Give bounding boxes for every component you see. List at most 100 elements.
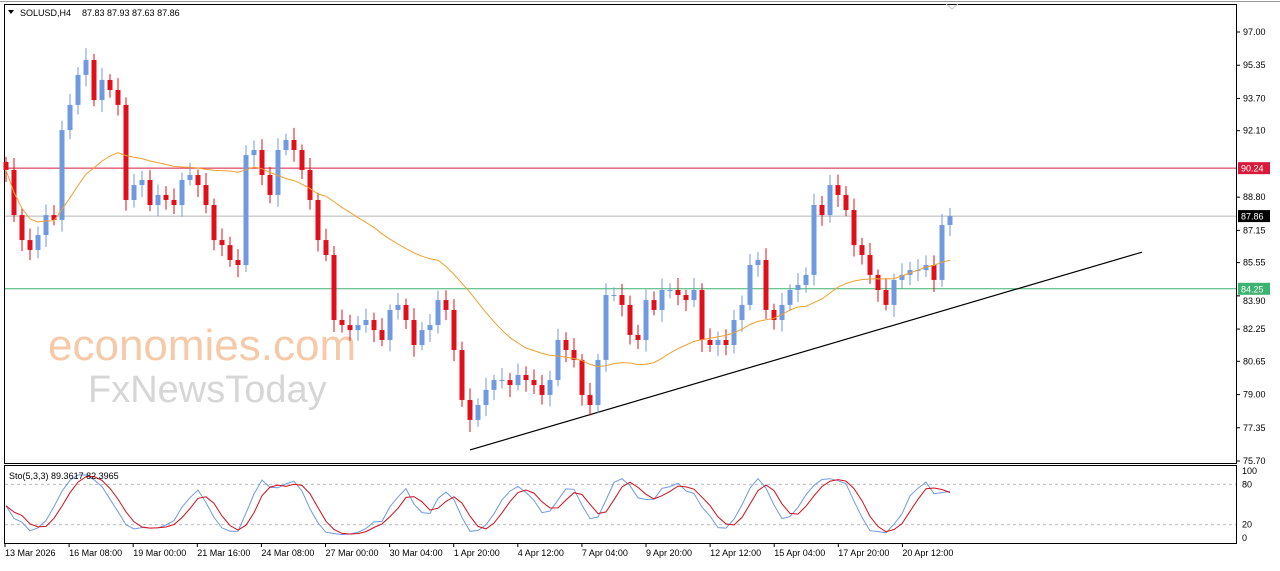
bull-candle: [283, 139, 289, 151]
bull-candle: [827, 185, 833, 216]
bull-candle: [155, 194, 161, 206]
bear-candle: [875, 274, 881, 291]
bear-candle: [819, 205, 825, 216]
main-panel-border: [4, 4, 1237, 464]
bull-candle: [923, 265, 929, 271]
price-tick-label: 93.70: [1243, 93, 1266, 103]
bear-candle: [459, 350, 465, 400]
bear-candle: [531, 380, 537, 386]
bull-candle: [43, 215, 49, 236]
bear-candle: [147, 180, 153, 206]
bear-candle: [627, 304, 633, 335]
price-axis: 97.00 95.35 93.70 92.10 88.80 87.15 85.55 83.90…: [1236, 27, 1266, 466]
ascending-trendline: [469, 251, 1143, 451]
time-tick-label: 15 Apr 04:00: [774, 548, 825, 558]
bear-candle: [323, 240, 329, 255]
bull-candle: [667, 290, 673, 292]
bear-candle: [683, 295, 689, 301]
time-tick-label: 1 Apr 20:00: [454, 548, 500, 558]
support-price-badge: [1238, 282, 1270, 295]
trendline-group: [469, 251, 1143, 451]
time-tick-label: 7 Apr 04:00: [582, 548, 628, 558]
bull-candle: [547, 380, 553, 395]
bear-candle: [723, 339, 729, 345]
time-tick-label: 30 Mar 04:00: [390, 548, 443, 558]
bear-candle: [339, 320, 345, 326]
bull-candle: [515, 374, 521, 386]
bull-candle: [755, 259, 761, 266]
stochastic-plot: 100 80 20 0: [5, 466, 1257, 543]
bear-candle: [571, 350, 577, 360]
ma-line: [5, 152, 951, 368]
bull-candle: [947, 216, 953, 225]
time-tick-label: 16 Mar 08:00: [69, 548, 122, 558]
bull-candle: [715, 339, 721, 345]
bear-candle: [331, 254, 337, 321]
bull-candle: [59, 130, 65, 220]
bull-candle: [243, 155, 249, 266]
bull-candle: [355, 325, 361, 331]
price-tick-label: 87.15: [1243, 225, 1266, 235]
stochastic-panel-border: [4, 465, 1237, 544]
bear-candle: [859, 245, 865, 255]
resistance-price-label: 90.24: [1241, 164, 1264, 174]
level-lines: 90.24 87.86 84.25: [5, 162, 1270, 295]
bull-candle: [803, 274, 809, 285]
bear-candle: [771, 309, 777, 321]
time-tick-label: 27 Mar 00:00: [326, 548, 379, 558]
bull-candle: [483, 389, 489, 406]
bull-candle: [475, 405, 481, 420]
bull-candle: [363, 320, 369, 326]
bear-candle: [3, 161, 9, 170]
bear-candle: [291, 139, 297, 151]
chevron-down-icon[interactable]: [945, 3, 959, 10]
bull-candle: [795, 284, 801, 291]
bull-candle: [131, 185, 137, 200]
time-tick-label: 21 Mar 16:00: [197, 548, 250, 558]
watermark-economies: economies.com: [48, 321, 356, 370]
bull-candle: [491, 380, 497, 390]
bull-candle: [747, 265, 753, 305]
bear-candle: [19, 215, 25, 241]
candles: [3, 48, 953, 432]
price-tick-label: 95.35: [1243, 60, 1266, 70]
bull-candle: [179, 180, 185, 206]
bull-candle: [139, 180, 145, 186]
bear-candle: [107, 79, 113, 91]
time-tick-label: 13 Mar 2026: [5, 548, 56, 558]
triangle-down-icon[interactable]: [8, 10, 14, 14]
price-tick-label: 97.00: [1243, 27, 1266, 37]
bear-candle: [883, 290, 889, 305]
price-tick-label: 77.35: [1243, 423, 1266, 433]
watermark: economies.com FxNewsToday: [48, 321, 356, 411]
ohlc-readout: 87.83 87.93 87.63 87.86: [82, 8, 180, 18]
current-price-label: 87.86: [1241, 212, 1264, 222]
bull-candle: [499, 380, 505, 382]
bear-candle: [219, 240, 225, 246]
bear-candle: [507, 380, 513, 386]
bull-candle: [275, 150, 281, 195]
time-tick-label: 12 Apr 12:00: [710, 548, 761, 558]
bear-candle: [467, 399, 473, 420]
bear-candle: [379, 330, 385, 340]
bear-candle: [587, 394, 593, 406]
stochastic-tick-label: 20: [1242, 520, 1252, 530]
bull-candle: [691, 290, 697, 301]
bull-candle: [891, 279, 897, 305]
bull-candle: [419, 330, 425, 345]
price-tick-label: 82.25: [1243, 324, 1266, 334]
bull-candle: [251, 150, 257, 156]
price-tick-label: 75.70: [1243, 456, 1266, 466]
price-tick-label: 88.80: [1243, 192, 1266, 202]
bear-candle: [115, 90, 121, 105]
bull-candle: [75, 74, 81, 105]
resistance-price-badge: [1238, 162, 1270, 175]
bear-candle: [619, 295, 625, 305]
stochastic-tick-label: 80: [1242, 479, 1252, 489]
bear-candle: [371, 320, 377, 331]
bear-candle: [411, 320, 417, 345]
stochastic-tick-label: 100: [1242, 466, 1257, 476]
current-price-badge: [1238, 210, 1270, 223]
bear-candle: [259, 150, 265, 175]
